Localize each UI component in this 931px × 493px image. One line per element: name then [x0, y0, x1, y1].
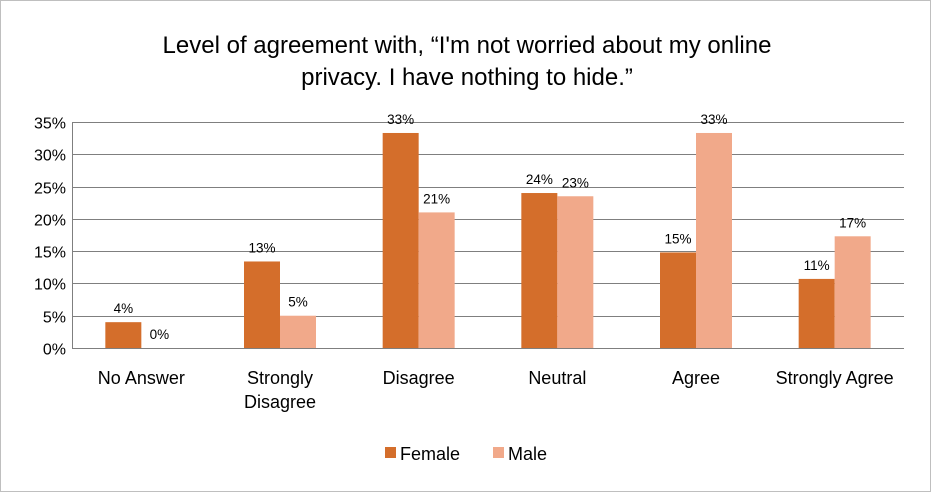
x-tick-label: Strongly Agree [776, 368, 894, 388]
bar-male [696, 132, 732, 348]
chart-title-line-1: Level of agreement with, “I'm not worrie… [163, 32, 772, 59]
data-label: 11% [804, 258, 830, 273]
data-label: 4% [114, 301, 134, 316]
data-label: 17% [839, 215, 866, 230]
legend-swatch-male [493, 447, 504, 458]
bar-female [244, 261, 280, 348]
data-label: 13% [248, 240, 275, 255]
chart-title: Level of agreement with, “I'm not worrie… [163, 32, 772, 91]
x-tick-label: Neutral [528, 368, 586, 388]
y-tick-label: 20% [34, 213, 66, 230]
data-labels: 4% 13% 33% 24% 15% 11% 0% 5% 21% 23% 33% 17% [114, 112, 867, 342]
bar-male [834, 236, 871, 348]
data-label: 33% [387, 112, 414, 127]
bar-female [798, 278, 835, 348]
x-tick-label: Agree [672, 368, 720, 388]
legend-label-female: Female [400, 444, 460, 464]
x-tick-label: Disagree [383, 368, 455, 388]
y-tick-label: 35% [34, 116, 66, 133]
bar-female [382, 132, 419, 348]
bar-female [660, 252, 696, 348]
data-label: 24% [526, 172, 553, 187]
y-tick-label: 30% [34, 148, 66, 165]
bar-male [418, 212, 455, 348]
legend: Female Male [385, 444, 547, 464]
data-label: 15% [664, 231, 691, 246]
bars [105, 132, 871, 348]
bar-male [557, 196, 594, 348]
data-label: 0% [150, 327, 170, 342]
axes: 0% 5% 10% 15% 20% 25% 30% 35% No Answer Strongly D… [34, 116, 894, 413]
y-tick-label: 0% [43, 342, 66, 359]
bar-female [521, 193, 558, 348]
gridlines [72, 122, 904, 349]
legend-label-male: Male [508, 444, 547, 464]
x-tick-label: Disagree [244, 392, 316, 412]
data-label: 23% [562, 175, 589, 190]
y-tick-label: 5% [43, 310, 66, 327]
x-tick-label: No Answer [98, 368, 185, 388]
y-tick-label: 15% [34, 245, 66, 262]
x-tick-label: Strongly [247, 368, 313, 388]
data-label: 21% [423, 191, 450, 206]
bar-female [105, 322, 142, 348]
data-label: 5% [288, 295, 308, 310]
y-tick-label: 10% [34, 277, 66, 294]
bar-male [280, 315, 316, 348]
legend-swatch-female [385, 447, 396, 458]
chart-title-line-2: privacy. I have nothing to hide.” [301, 64, 633, 91]
y-tick-label: 25% [34, 181, 66, 198]
data-label: 33% [700, 112, 727, 127]
